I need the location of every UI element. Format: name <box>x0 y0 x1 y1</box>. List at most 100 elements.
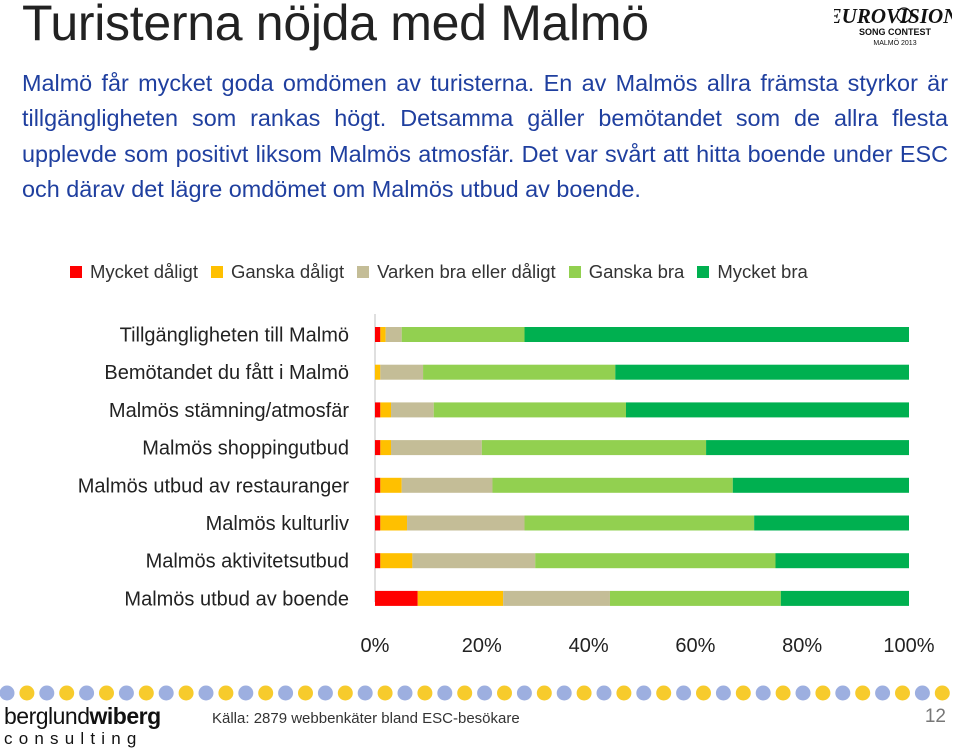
footer-dot <box>377 685 393 701</box>
bar-segment <box>481 440 707 456</box>
bar-segment <box>375 402 381 418</box>
legend-swatch <box>70 266 82 278</box>
footer-dot <box>138 685 154 701</box>
logo-location: MALMÖ 2013 <box>873 39 916 47</box>
bar-segment <box>775 553 909 569</box>
footer-dot <box>278 685 294 701</box>
bar-segment <box>433 402 626 418</box>
legend-item: Mycket dåligt <box>70 261 198 283</box>
bar-segment <box>625 402 909 418</box>
footer-dot <box>656 685 672 701</box>
footer-dot <box>636 685 652 701</box>
footer-dot <box>258 685 274 701</box>
footer-dot <box>795 685 811 701</box>
bar-segment <box>615 364 909 380</box>
legend-label: Ganska dåligt <box>230 261 345 282</box>
bar-segment <box>375 515 381 531</box>
bar-segment <box>380 364 424 380</box>
bar-segment <box>401 327 525 342</box>
footer-dot <box>19 685 35 701</box>
footer-dot <box>178 685 194 701</box>
footer-dot <box>596 685 612 701</box>
footer-dot <box>536 685 552 701</box>
bar-segment <box>407 515 525 531</box>
footer-dot <box>0 685 15 701</box>
legend-item: Varken bra eller dåligt <box>357 261 556 283</box>
bar-segment <box>524 515 755 531</box>
x-tick-label: 20% <box>462 635 502 657</box>
legend-item: Mycket bra <box>697 261 808 283</box>
footer-dot <box>934 685 950 701</box>
footer-dot <box>755 685 771 701</box>
bar-segment <box>391 402 434 418</box>
bar-segment <box>375 364 381 380</box>
footer-dot-band <box>0 685 950 701</box>
brand-tagline: consulting <box>4 729 143 748</box>
footer-dot <box>696 685 711 701</box>
footer-dot <box>914 685 930 701</box>
footer-dot <box>556 685 572 701</box>
chart-legend: Mycket dåligt Ganska dåligt Varken bra ell… <box>70 260 821 284</box>
legend-label: Mycket dåligt <box>90 261 198 282</box>
footer-dot <box>457 685 473 701</box>
footer-dot <box>875 685 891 701</box>
footer-dot <box>298 685 313 701</box>
footer-dot <box>317 685 333 701</box>
legend-label: Ganska bra <box>588 261 685 282</box>
bar-segment <box>401 477 493 493</box>
legend-label: Mycket bra <box>717 261 808 282</box>
x-tick-label: 60% <box>675 635 715 657</box>
bar-segment <box>423 364 616 380</box>
category-label: Malmös utbud av boende <box>124 588 349 610</box>
category-label: Malmös utbud av restauranger <box>78 475 350 497</box>
logo-subtitle: SONG CONTEST <box>859 27 932 37</box>
footer-dot <box>158 685 174 701</box>
footer-dot <box>397 685 413 701</box>
footer-dot <box>775 685 791 701</box>
bar-segment <box>503 590 610 606</box>
legend-item: Ganska bra <box>568 261 685 283</box>
bar-segment <box>375 590 418 606</box>
footer-dot <box>198 685 214 701</box>
legend-swatch <box>568 266 581 278</box>
footer-dot <box>735 685 751 701</box>
bar-segment <box>380 440 392 456</box>
footer-dot <box>835 685 851 701</box>
footer-dot <box>616 685 632 701</box>
heart-icon <box>896 7 912 23</box>
bar-segment <box>417 590 504 606</box>
eurovision-logo: EUROVISION SONG CONTEST MALMÖ 2013 <box>834 4 952 47</box>
footer-dot <box>337 685 353 701</box>
bar-segment <box>375 553 381 569</box>
legend-swatch <box>697 266 710 278</box>
category-label: Malmös shoppingutbud <box>142 438 349 460</box>
legend-swatch <box>210 266 223 278</box>
legend-label: Varken bra eller dåligt <box>377 261 556 282</box>
footer-dot <box>855 685 871 701</box>
footer-dot <box>437 685 453 701</box>
bar-segment <box>380 477 402 493</box>
bar-segment <box>535 553 776 569</box>
bar-segment <box>492 477 733 493</box>
bar-segment <box>375 477 381 493</box>
bar-segment <box>380 515 408 531</box>
bar-segment <box>732 477 909 493</box>
footer-dot <box>218 685 234 701</box>
footer-dot <box>576 685 592 701</box>
brand-name-bold: wiberg <box>89 703 162 729</box>
footer-dot <box>715 685 731 701</box>
consultancy-logo: berglundwiberg consulting <box>4 703 161 749</box>
category-label: Malmös kulturliv <box>206 513 349 535</box>
category-label: Tillgängligheten till Malmö <box>120 325 349 347</box>
bar-segment <box>380 327 386 342</box>
bar-segment <box>391 440 482 456</box>
bar-segment <box>412 553 536 569</box>
footer-dot <box>417 685 433 701</box>
page-number: 12 <box>924 706 946 727</box>
bar-segment <box>385 327 402 342</box>
bar-segment <box>380 553 413 569</box>
footer-dot <box>39 685 55 701</box>
footer-dot <box>59 685 75 701</box>
footer-dot <box>676 685 692 701</box>
footer-dot <box>238 685 254 701</box>
